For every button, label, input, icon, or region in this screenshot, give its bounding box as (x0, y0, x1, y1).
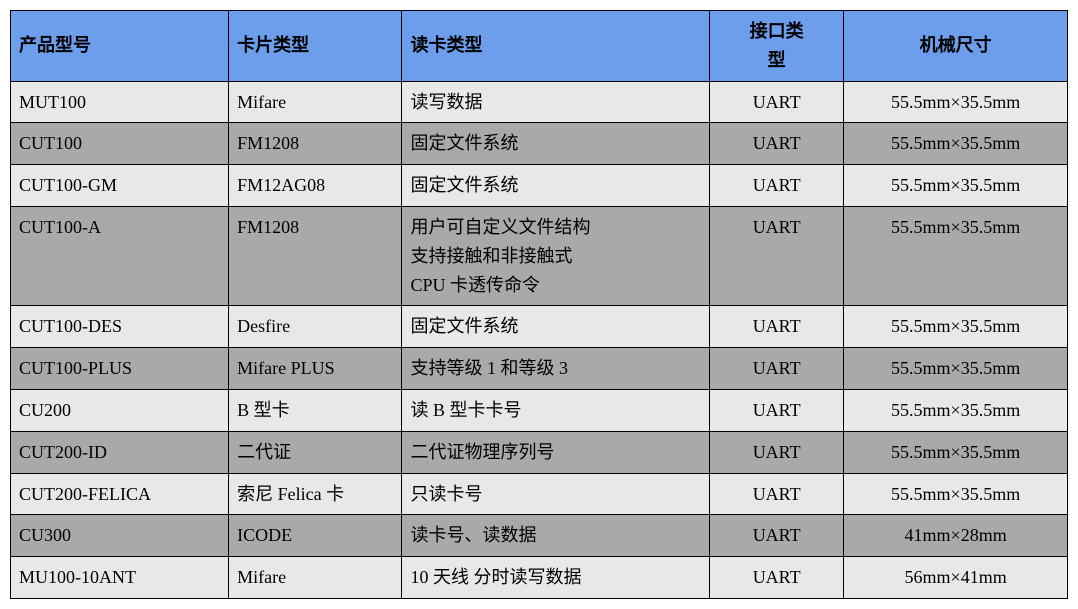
cell-card: Mifare PLUS (229, 348, 402, 390)
table-row: CU200B 型卡读 B 型卡卡号UART55.5mm×35.5mm (11, 389, 1068, 431)
table-row: CUT100-DESDesfire固定文件系统UART55.5mm×35.5mm (11, 306, 1068, 348)
cell-interface: UART (710, 123, 844, 165)
table-row: CUT200-ID二代证二代证物理序列号UART55.5mm×35.5mm (11, 431, 1068, 473)
header-row: 产品型号 卡片类型 读卡类型 接口类 型 机械尺寸 (11, 11, 1068, 82)
cell-interface: UART (710, 206, 844, 305)
cell-reader: 读 B 型卡卡号 (402, 389, 710, 431)
cell-model: CUT100-PLUS (11, 348, 229, 390)
cell-interface: UART (710, 431, 844, 473)
cell-model: CUT100-DES (11, 306, 229, 348)
table-row: CUT100-AFM1208用户可自定义文件结构 支持接触和非接触式 CPU 卡… (11, 206, 1068, 305)
cell-model: CUT100 (11, 123, 229, 165)
cell-card: Desfire (229, 306, 402, 348)
cell-model: MUT100 (11, 81, 229, 123)
cell-card: FM12AG08 (229, 165, 402, 207)
cell-model: CUT200-ID (11, 431, 229, 473)
product-table: 产品型号 卡片类型 读卡类型 接口类 型 机械尺寸 MUT100Mifare读写… (10, 10, 1068, 599)
cell-model: CUT100-GM (11, 165, 229, 207)
cell-size: 55.5mm×35.5mm (844, 348, 1068, 390)
cell-size: 55.5mm×35.5mm (844, 306, 1068, 348)
table-row: CUT100-PLUSMifare PLUS支持等级 1 和等级 3UART55… (11, 348, 1068, 390)
cell-card: FM1208 (229, 206, 402, 305)
cell-reader: 固定文件系统 (402, 123, 710, 165)
cell-size: 55.5mm×35.5mm (844, 389, 1068, 431)
cell-reader: 读卡号、读数据 (402, 515, 710, 557)
table-row: CU300ICODE读卡号、读数据UART41mm×28mm (11, 515, 1068, 557)
cell-interface: UART (710, 165, 844, 207)
cell-card: B 型卡 (229, 389, 402, 431)
cell-card: 索尼 Felica 卡 (229, 473, 402, 515)
table-body: MUT100Mifare读写数据UART55.5mm×35.5mmCUT100F… (11, 81, 1068, 598)
cell-reader: 固定文件系统 (402, 306, 710, 348)
cell-card: ICODE (229, 515, 402, 557)
cell-interface: UART (710, 515, 844, 557)
cell-card: Mifare (229, 81, 402, 123)
cell-size: 55.5mm×35.5mm (844, 123, 1068, 165)
cell-reader: 支持等级 1 和等级 3 (402, 348, 710, 390)
cell-model: CU200 (11, 389, 229, 431)
cell-card: FM1208 (229, 123, 402, 165)
table-row: MUT100Mifare读写数据UART55.5mm×35.5mm (11, 81, 1068, 123)
cell-interface: UART (710, 473, 844, 515)
table-row: CUT200-FELICA索尼 Felica 卡只读卡号UART55.5mm×3… (11, 473, 1068, 515)
cell-card: 二代证 (229, 431, 402, 473)
cell-model: CUT100-A (11, 206, 229, 305)
header-reader: 读卡类型 (402, 11, 710, 82)
cell-interface: UART (710, 81, 844, 123)
cell-size: 55.5mm×35.5mm (844, 431, 1068, 473)
cell-size: 55.5mm×35.5mm (844, 81, 1068, 123)
table-row: CUT100FM1208固定文件系统UART55.5mm×35.5mm (11, 123, 1068, 165)
cell-interface: UART (710, 389, 844, 431)
header-model: 产品型号 (11, 11, 229, 82)
cell-reader: 用户可自定义文件结构 支持接触和非接触式 CPU 卡透传命令 (402, 206, 710, 305)
cell-size: 55.5mm×35.5mm (844, 206, 1068, 305)
cell-reader: 读写数据 (402, 81, 710, 123)
cell-size: 41mm×28mm (844, 515, 1068, 557)
cell-size: 55.5mm×35.5mm (844, 473, 1068, 515)
cell-reader: 二代证物理序列号 (402, 431, 710, 473)
cell-interface: UART (710, 348, 844, 390)
header-interface: 接口类 型 (710, 11, 844, 82)
table-row: CUT100-GMFM12AG08固定文件系统UART55.5mm×35.5mm (11, 165, 1068, 207)
cell-size: 55.5mm×35.5mm (844, 165, 1068, 207)
cell-reader: 固定文件系统 (402, 165, 710, 207)
table-header: 产品型号 卡片类型 读卡类型 接口类 型 机械尺寸 (11, 11, 1068, 82)
header-card: 卡片类型 (229, 11, 402, 82)
cell-model: CUT200-FELICA (11, 473, 229, 515)
header-size: 机械尺寸 (844, 11, 1068, 82)
cell-reader: 只读卡号 (402, 473, 710, 515)
cell-interface: UART (710, 306, 844, 348)
cell-model: CU300 (11, 515, 229, 557)
